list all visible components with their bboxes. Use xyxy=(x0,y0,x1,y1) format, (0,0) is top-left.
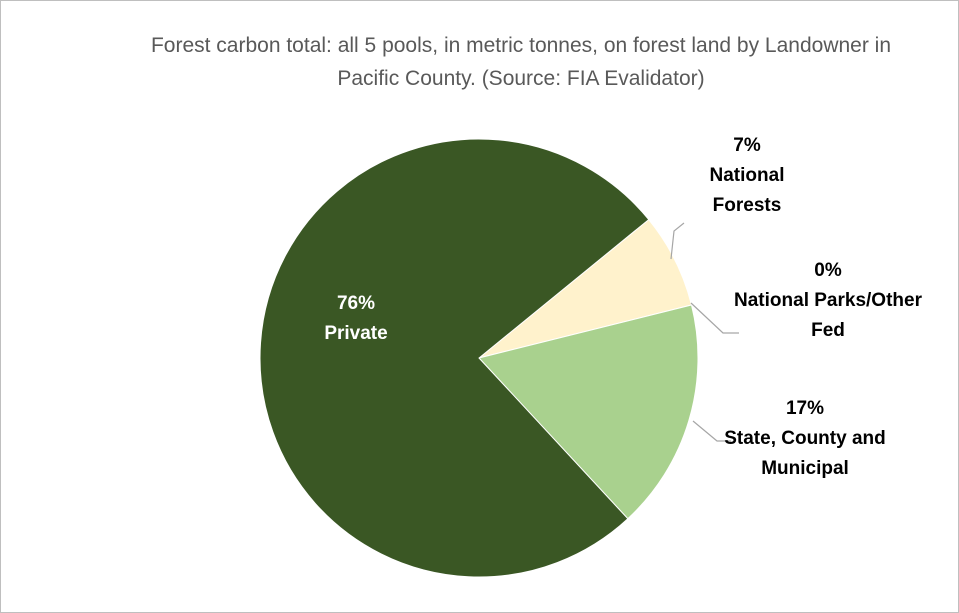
category-label: Private xyxy=(324,323,388,344)
category-label: National Parks/Other Fed xyxy=(734,290,922,341)
value-label: 17% xyxy=(785,398,825,419)
chart-title: Forest carbon total: all 5 pools, in met… xyxy=(150,34,892,90)
data-label: 17% State, County and Municipal xyxy=(710,394,900,484)
data-label: 76% Private xyxy=(291,289,421,349)
category-label: National Forests xyxy=(709,165,785,216)
value-label: 0% xyxy=(814,260,842,281)
leader-line xyxy=(690,302,739,334)
leader-line xyxy=(670,222,685,260)
data-label: 7% National Forests xyxy=(682,131,812,221)
value-label: 7% xyxy=(733,135,761,156)
leader-line xyxy=(692,420,731,442)
value-label: 76% xyxy=(336,293,376,314)
pie-slice xyxy=(478,304,699,520)
category-label: State, County and Municipal xyxy=(724,428,886,479)
pie-slice xyxy=(259,138,650,578)
data-label: 0% National Parks/Other Fed xyxy=(733,256,923,346)
